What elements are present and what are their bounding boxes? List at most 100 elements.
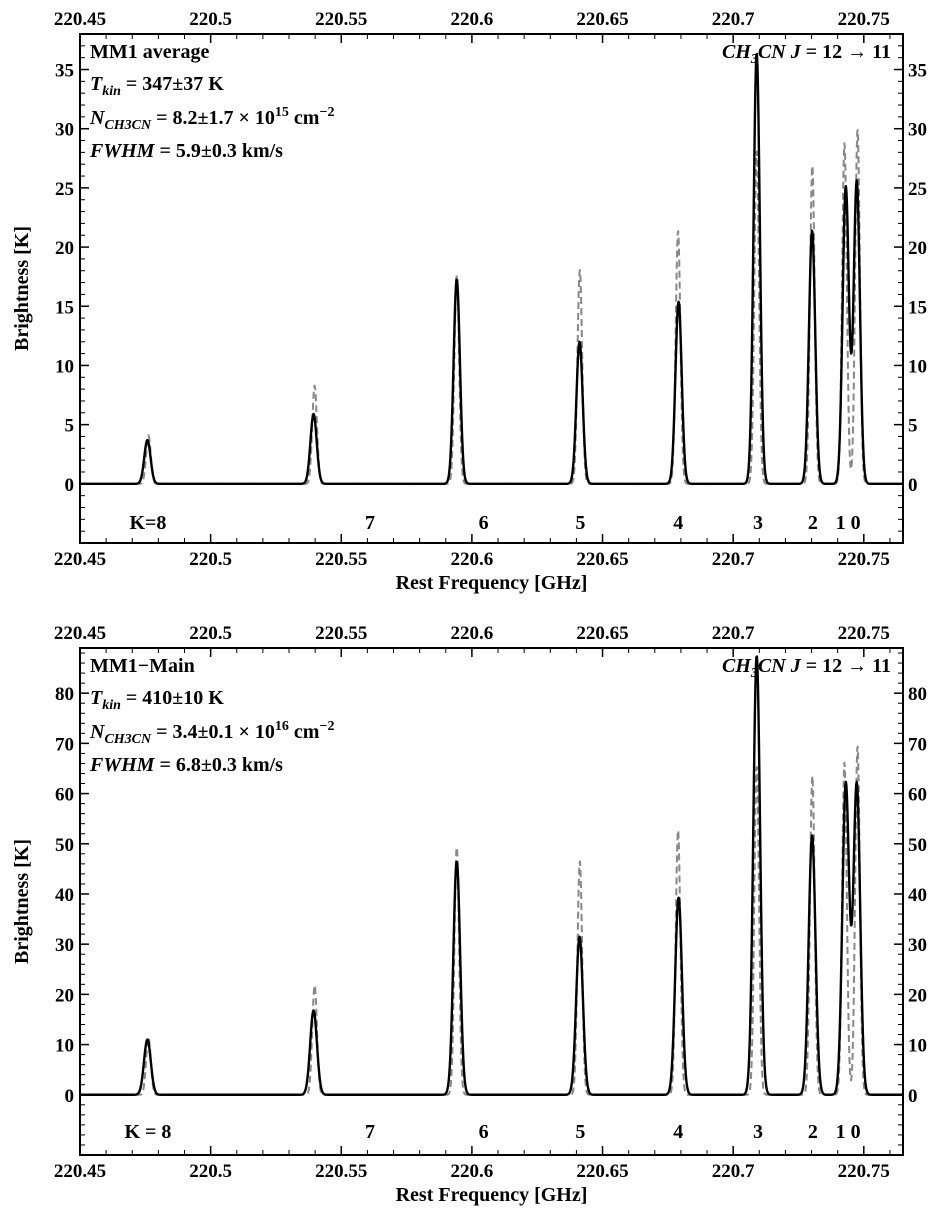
x-tick-label-top: 220.5 (189, 9, 232, 30)
y-tick-label-left: 10 (55, 356, 74, 377)
y-tick-label-left: 0 (65, 1086, 75, 1107)
annotation-value: = 6.8±0.3 km/s (154, 754, 283, 776)
fit-spectrum-line (80, 52, 903, 486)
k-label: 3 (753, 1121, 763, 1143)
transition-value: = 12 → 11 (801, 655, 891, 677)
y-axis-title: Brightness [K] (11, 226, 33, 351)
y-tick-label-right: 35 (908, 61, 927, 82)
x-tick-label-top: 220.55 (315, 9, 367, 30)
annotation-unit-superscript: −2 (319, 719, 334, 734)
y-tick-label-left: 0 (65, 475, 75, 496)
k-label: 6 (479, 512, 489, 534)
y-tick-label-right: 40 (908, 885, 927, 906)
annotation-line: NCH3CN = 8.2±1.7 × 1015 cm−2 (89, 105, 334, 133)
k-label: 3 (753, 512, 763, 534)
annotation-superscript: 16 (275, 719, 289, 734)
y-tick-label-right: 0 (908, 475, 918, 496)
k-label: 6 (479, 1121, 489, 1143)
y-tick-label-right: 10 (908, 356, 927, 377)
annotation-title: MM1−Main (90, 655, 195, 677)
x-tick-label-bottom: 220.5 (189, 1161, 232, 1182)
k-label: 1 0 (836, 512, 861, 534)
transition-value: = 12 → 11 (801, 41, 891, 63)
annotation-value: = 410±10 K (121, 687, 224, 709)
annotation-symbol: T (90, 73, 103, 95)
transition-molecule-end: CN (758, 655, 791, 677)
x-tick-label-top: 220.65 (576, 623, 628, 644)
y-tick-label-left: 10 (55, 1036, 74, 1057)
y-tick-label-left: 25 (55, 179, 74, 200)
y-tick-label-left: 80 (55, 684, 74, 705)
transition-molecule-end: CN (758, 41, 791, 63)
annotation-symbol: N (89, 721, 106, 743)
annotation-subscript: CH3CN (104, 118, 152, 133)
y-tick-label-left: 15 (55, 297, 74, 318)
annotation-superscript: 15 (275, 105, 289, 120)
annotation-symbol: N (89, 107, 106, 129)
chart-panel-1: 220.45 220.45 220.5 220.5 220.55 220.55 220.6 2… (11, 9, 927, 594)
y-tick-label-right: 25 (908, 179, 927, 200)
x-axis-title: Rest Frequency [GHz] (396, 572, 588, 594)
annotation-value: = 5.9±0.3 km/s (154, 140, 283, 162)
annotation-line: MM1 average (90, 41, 210, 63)
transition-molecule: CH (722, 41, 752, 63)
x-tick-label-top: 220.6 (451, 623, 494, 644)
transition-subscript: 3 (750, 52, 758, 67)
y-tick-label-left: 30 (55, 935, 74, 956)
x-tick-label-top: 220.6 (451, 9, 494, 30)
y-tick-label-right: 50 (908, 835, 927, 856)
x-tick-label-bottom: 220.5 (189, 549, 232, 570)
x-tick-label-top: 220.7 (712, 9, 755, 30)
y-tick-label-left: 70 (55, 734, 74, 755)
annotation-symbol: FWHM (89, 140, 156, 162)
x-tick-label-bottom: 220.45 (54, 549, 106, 570)
annotation-unit-superscript: −2 (319, 105, 334, 120)
k-label: K=8 (129, 512, 166, 534)
x-tick-label-bottom: 220.55 (315, 549, 367, 570)
k-label: 5 (575, 512, 585, 534)
x-tick-label-top: 220.45 (54, 9, 106, 30)
transition-j: J (790, 41, 802, 63)
y-tick-label-right: 80 (908, 684, 927, 705)
y-axis-title: Brightness [K] (11, 839, 33, 964)
y-tick-label-left: 40 (55, 885, 74, 906)
annotation-symbol: T (90, 687, 103, 709)
transition-j: J (790, 655, 802, 677)
model-spectrum-line (80, 128, 903, 485)
transition-label: CH3CN J = 12 → 11 (722, 655, 891, 681)
x-tick-label-bottom: 220.45 (54, 1161, 106, 1182)
annotation-line: FWHM = 5.9±0.3 km/s (89, 140, 283, 162)
y-tick-label-left: 20 (55, 238, 74, 259)
transition-label: CH3CN J = 12 → 11 (722, 41, 891, 67)
y-tick-label-right: 20 (908, 238, 927, 259)
y-tick-label-right: 0 (908, 1086, 918, 1107)
annotation-value: = 347±37 K (121, 73, 224, 95)
k-label: 1 0 (836, 1121, 861, 1143)
annotation-line: Tkin = 410±10 K (90, 687, 224, 713)
y-tick-label-right: 60 (908, 785, 927, 806)
annotation-subscript: kin (102, 698, 121, 713)
k-label: K = 8 (124, 1121, 171, 1143)
y-tick-label-right: 20 (908, 985, 927, 1006)
k-label: 7 (365, 512, 375, 534)
k-label: 2 (808, 512, 818, 534)
chart-panel-2: 220.45 220.45 220.5 220.5 220.55 220.55 220.6 2… (11, 623, 927, 1206)
x-tick-label-top: 220.55 (315, 623, 367, 644)
y-tick-label-left: 60 (55, 785, 74, 806)
annotation-unit: cm (289, 721, 320, 743)
annotation-value: = 8.2±1.7 × 10 (151, 107, 275, 129)
x-tick-label-bottom: 220.75 (838, 549, 890, 570)
x-axis-title: Rest Frequency [GHz] (396, 1184, 588, 1206)
x-tick-label-top: 220.5 (189, 623, 232, 644)
k-label: 5 (575, 1121, 585, 1143)
y-tick-label-left: 30 (55, 120, 74, 141)
annotation-unit: cm (289, 107, 320, 129)
x-tick-label-top: 220.65 (576, 9, 628, 30)
y-tick-label-right: 30 (908, 120, 927, 141)
x-tick-label-bottom: 220.65 (576, 549, 628, 570)
annotation-line: MM1−Main (90, 655, 195, 677)
x-tick-label-top: 220.75 (838, 623, 890, 644)
k-label: 4 (673, 512, 683, 534)
annotation-line: NCH3CN = 3.4±0.1 × 1016 cm−2 (89, 719, 334, 747)
transition-subscript: 3 (750, 666, 758, 681)
